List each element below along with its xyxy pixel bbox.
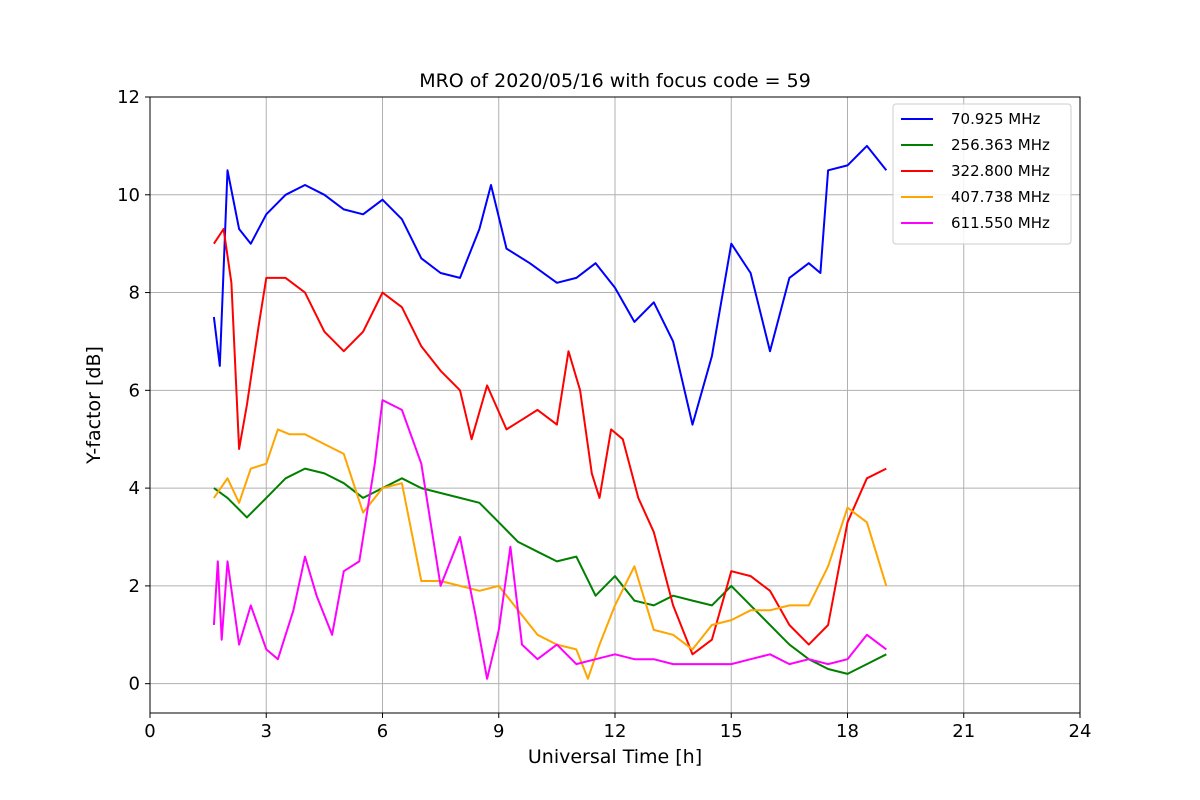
legend-box [892,103,1072,245]
chart-title: MRO of 2020/05/16 with focus code = 59 [419,70,811,92]
x-tick-label: 9 [493,721,504,742]
x-tick-label: 3 [261,721,272,742]
y-tick-label: 12 [117,87,140,108]
series-line-4 [212,399,887,680]
legend: 70.925 MHz 256.363 MHz 322.800 MHz 407.738 … [892,103,1072,245]
legend-label: 322.800 MHz [951,162,1050,180]
y-tick-label: 6 [129,380,140,401]
x-tick-label: 0 [144,721,155,742]
y-tick-label: 2 [129,576,140,597]
y-tick-label: 8 [129,283,140,304]
x-tick-label: 18 [836,721,859,742]
series-line-0 [212,144,888,426]
y-axis-label: Y-factor [dB] [83,346,105,465]
legend-label: 407.738 MHz [951,188,1050,206]
x-tick-label: 21 [952,721,975,742]
series-line-2 [213,228,887,656]
y-tick-label: 0 [129,674,140,695]
series-line-1 [213,467,887,675]
x-tick-label: 6 [377,721,388,742]
series-line-3 [213,428,888,680]
x-tick-label: 15 [720,721,743,742]
legend-label: 256.363 MHz [951,136,1050,154]
series-layer [212,144,888,680]
x-tick-label: 24 [1069,721,1092,742]
y-tick-label: 4 [129,478,140,499]
x-tick-label: 12 [604,721,627,742]
x-axis-label: Universal Time [h] [528,746,702,768]
legend-label: 70.925 MHz [951,110,1040,128]
legend-label: 611.550 MHz [951,214,1050,232]
y-tick-label: 10 [117,185,140,206]
